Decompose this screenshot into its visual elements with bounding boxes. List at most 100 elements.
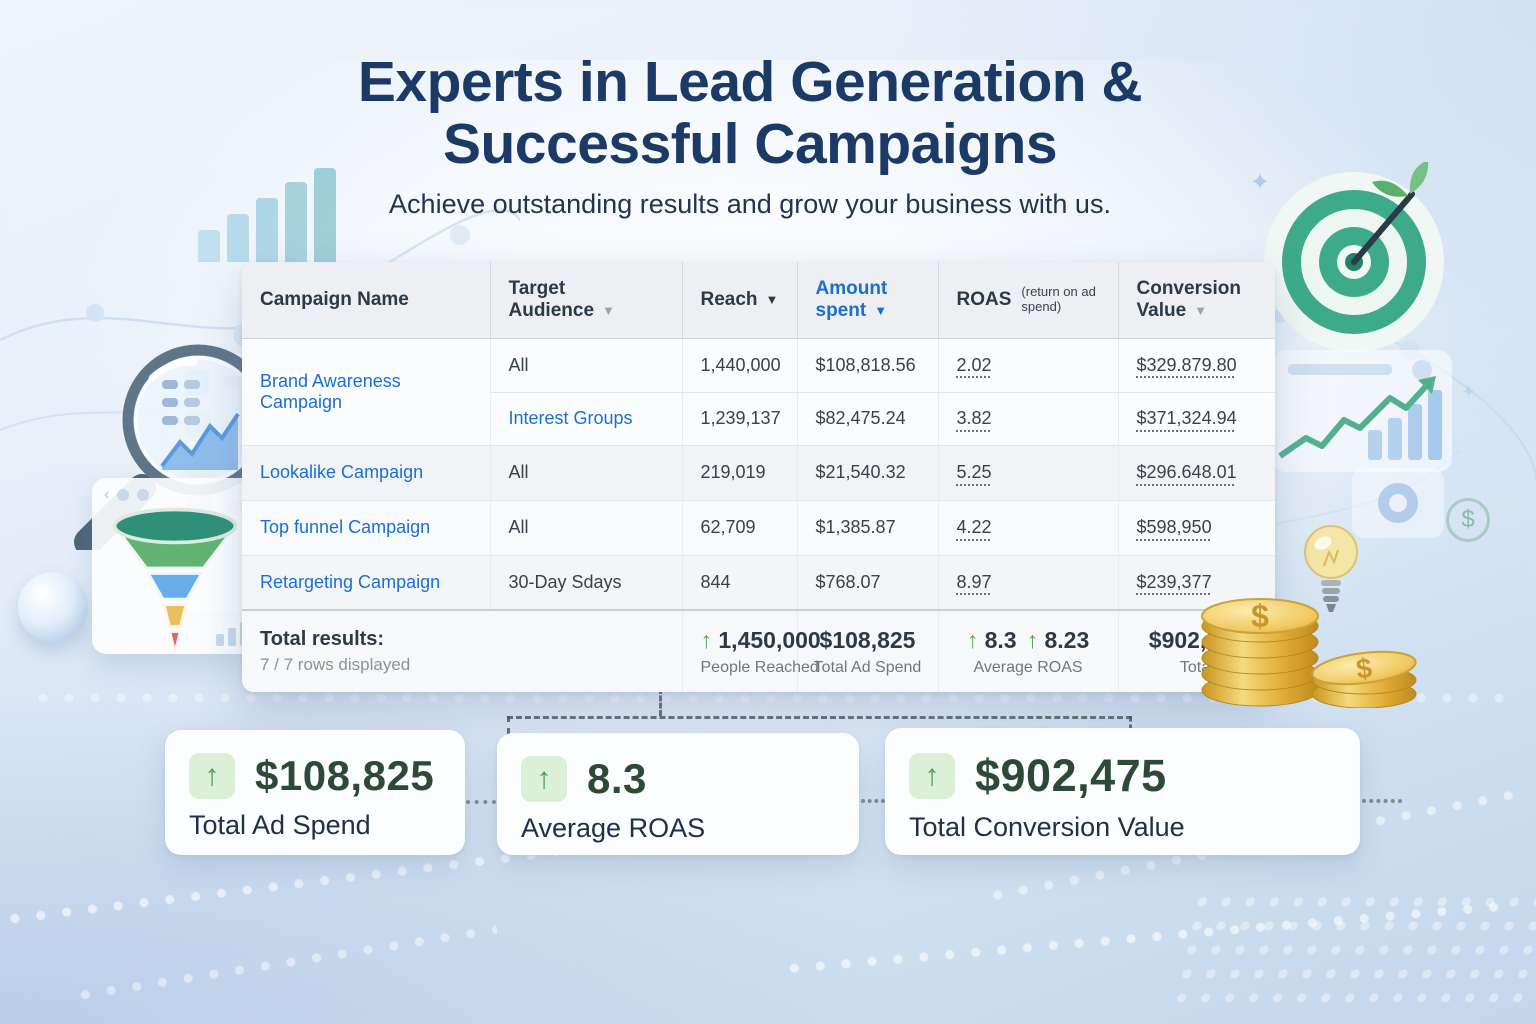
dot-icon	[117, 489, 130, 501]
table-row: Top funnel Campaign All 62,709 $1,385.87…	[242, 499, 1275, 555]
column-header-campaign-name[interactable]: Campaign Name	[242, 262, 491, 339]
audience-cell: All	[490, 337, 683, 392]
column-header-roas[interactable]: ROAS (return on ad spend)	[938, 262, 1119, 339]
column-label: Campaign Name	[260, 288, 409, 310]
totals-roas-value1: 8.3	[984, 626, 1017, 653]
dollar-glyph: $	[1461, 506, 1475, 533]
page-title: Experts in Lead Generation & Successful …	[0, 50, 1500, 176]
table-row: Interest Groups 1,239,137 $82,475.24 3.8…	[242, 391, 1275, 445]
conversion-cell: $239,377	[1136, 571, 1212, 592]
sort-down-icon: ▼	[602, 302, 615, 318]
reach-cell: 844	[682, 554, 798, 610]
sort-down-icon: ▼	[874, 302, 888, 318]
up-arrow-icon: ↑	[1026, 626, 1039, 653]
column-header-reach[interactable]: Reach ▼	[682, 262, 798, 339]
up-arrow-icon: ↑	[536, 762, 552, 795]
connector-line	[507, 716, 510, 734]
campaign-link[interactable]: Brand Awareness Campaign	[260, 370, 401, 412]
campaigns-table: Campaign Name Target Audience ▼ Reach ▼ Am…	[242, 262, 1275, 692]
camera-icon	[1352, 468, 1444, 538]
totals-spend-label: Total Ad Spend	[813, 658, 922, 676]
totals-roas-value2: 8.23	[1044, 626, 1090, 653]
spent-cell: $21,540.32	[797, 444, 939, 500]
totals-reach-value: 1,450,000	[718, 626, 821, 653]
roas-cell: 3.82	[956, 408, 992, 428]
campaign-link[interactable]: Top funnel Campaign	[260, 517, 431, 537]
title-line2: Successful Campaigns	[442, 111, 1058, 176]
up-arrow-icon: ↑	[966, 626, 979, 653]
column-header-amount-spent[interactable]: Amount spent ▼	[797, 262, 939, 339]
conversion-cell: $371,324.94	[1136, 408, 1237, 428]
connector-line	[659, 688, 662, 716]
funnel-icon	[111, 507, 239, 651]
svg-text:$: $	[1251, 598, 1269, 634]
conversion-cell: $598,950	[1136, 517, 1212, 537]
campaign-link[interactable]: Lookalike Campaign	[260, 462, 424, 482]
connector-line	[466, 800, 496, 804]
campaigns-table-card: Campaign Name Target Audience ▼ Reach ▼ Am…	[242, 262, 1275, 692]
halftone-decoration	[1167, 890, 1536, 1010]
stat-label: Total Conversion Value	[909, 812, 1185, 842]
column-label: Target Audience	[508, 277, 595, 321]
totals-label: Total results:	[260, 628, 385, 650]
svg-text:$: $	[1354, 652, 1374, 685]
roas-cell: 4.22	[956, 517, 992, 537]
stat-label: Average ROAS	[521, 813, 706, 843]
funnel-card-decoration: ‹	[92, 478, 258, 654]
title-line1: Experts in Lead Generation &	[357, 50, 1143, 114]
stat-label: Total Ad Spend	[189, 810, 371, 840]
column-header-target-audience[interactable]: Target Audience ▼	[490, 262, 683, 339]
totals-reach-label: People Reached	[700, 658, 819, 676]
audience-link[interactable]: Interest Groups	[508, 408, 633, 428]
totals-spend-value: $108,825	[819, 626, 916, 653]
spent-cell: $82,475.24	[797, 391, 939, 445]
up-arrow-icon: ↑	[204, 759, 220, 792]
table-row: Lookalike Campaign All 219,019 $21,540.3…	[242, 444, 1275, 500]
totals-row: Total results: 7 / 7 rows displayed ↑ 1,…	[242, 609, 1275, 692]
conversion-cell: $329.879.80	[1136, 354, 1237, 375]
column-label: ROAS	[956, 288, 1012, 310]
up-arrow-chip: ↑	[909, 753, 955, 799]
column-label: Conversion Value	[1136, 277, 1242, 321]
stat-value: $902,475	[975, 750, 1167, 801]
column-header-conversion-value[interactable]: Conversion Value ▼	[1118, 262, 1275, 339]
back-chevron-icon: ‹	[104, 486, 110, 503]
campaign-link[interactable]: Retargeting Campaign	[260, 571, 441, 592]
reach-cell: 219,019	[682, 444, 798, 500]
totals-roas-cell: ↑ 8.3 ↑ 8.23 Average ROAS	[938, 609, 1119, 692]
roas-cell: 8.97	[956, 571, 992, 592]
totals-sublabel: 7 / 7 rows displayed	[260, 655, 411, 674]
connector-line	[507, 716, 1132, 719]
connector-line	[1129, 716, 1132, 730]
connector-line	[861, 799, 885, 803]
lightbulb-icon	[1304, 525, 1358, 612]
dot-icon	[137, 489, 150, 501]
spent-cell: $108,818.56	[797, 337, 939, 392]
totals-reach-cell: ↑ 1,450,000 People Reached	[682, 609, 821, 692]
sparkle-icon: ✦	[1462, 384, 1476, 401]
up-arrow-icon: ↑	[700, 626, 713, 653]
spent-cell: $768.07	[797, 554, 939, 610]
stat-card-total-conversion-value: ↑ $902,475 Total Conversion Value	[885, 728, 1360, 855]
hero-header: Experts in Lead Generation & Successful …	[0, 50, 1500, 220]
sort-down-icon: ▼	[765, 291, 779, 307]
coins-decoration: $ $	[1201, 598, 1417, 708]
column-label: Amount spent	[815, 277, 888, 321]
up-arrow-chip: ↑	[521, 756, 567, 802]
growth-chart-decoration	[1272, 350, 1452, 472]
bar-chart-decoration	[198, 168, 336, 262]
target-arrow-icon	[1264, 162, 1444, 352]
stat-value: 8.3	[587, 755, 647, 802]
glass-sphere-decoration	[18, 572, 88, 642]
sparkle-icon: ✦	[1250, 169, 1271, 196]
page-subtitle: Achieve outstanding results and grow you…	[389, 189, 1111, 220]
column-label: Reach	[700, 288, 758, 310]
roas-note: (return on ad spend)	[1021, 283, 1096, 314]
audience-cell: 30-Day Sdays	[490, 554, 683, 610]
spent-cell: $1,385.87	[797, 499, 939, 555]
roas-cell: 2.02	[956, 354, 992, 375]
connector-line	[1362, 799, 1402, 803]
stat-card-average-roas: ↑ 8.3 Average ROAS	[497, 733, 859, 855]
stat-value: $108,825	[255, 752, 435, 799]
stat-card-total-ad-spend: ↑ $108,825 Total Ad Spend	[165, 730, 465, 855]
